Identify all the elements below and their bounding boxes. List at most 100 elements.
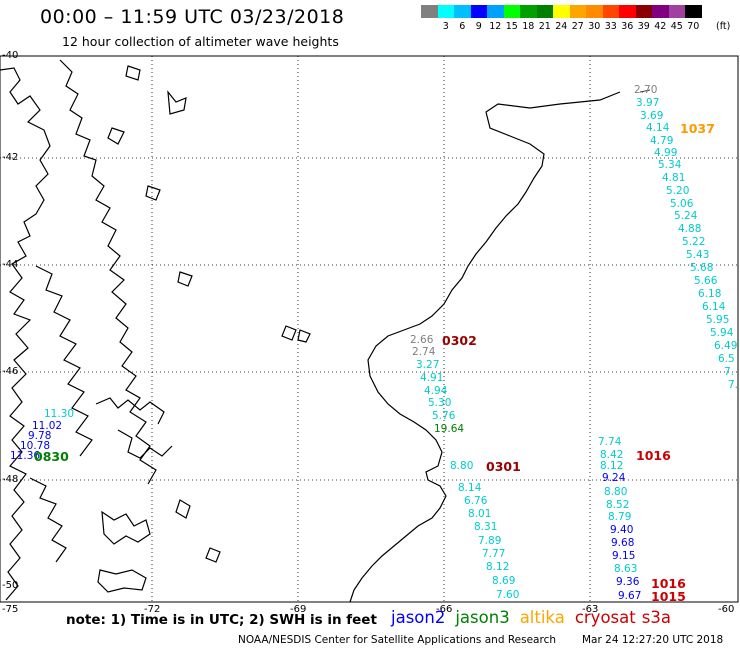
lat-label-42: -42 [2, 152, 19, 163]
argentina-coastline [349, 91, 621, 603]
wave-height-label: 4.14 [646, 122, 670, 134]
wave-height-label: 8.80 [450, 460, 474, 472]
wave-height-label: 11.30 [44, 408, 75, 420]
wave-height-label: 5.66 [694, 275, 718, 287]
wave-height-label: 9.24 [602, 472, 626, 484]
color-scale-label: 12 [489, 21, 502, 32]
wave-height-label: 9.15 [612, 550, 636, 562]
page-subtitle: 12 hour collection of altimeter wave hei… [62, 34, 339, 49]
legend-jason2: jason2 [391, 608, 446, 627]
wave-height-label: 2.66 [410, 334, 434, 346]
wave-height-label: 3.69 [640, 110, 664, 122]
wave-height-label: 8.42 [600, 449, 624, 461]
time-tag: 0302 [442, 333, 477, 348]
legend-s3a: s3a [641, 608, 671, 627]
wave-height-label: 7. [724, 366, 735, 378]
wave-height-label: 5.30 [428, 397, 452, 409]
wave-height-label: 3.97 [636, 97, 660, 109]
lon-label-63: -63 [582, 604, 599, 615]
color-scale-swatch [470, 5, 487, 18]
color-scale-label: 36 [621, 21, 634, 32]
color-scale-swatch [553, 5, 570, 18]
time-tag: 1016 [636, 448, 671, 463]
wave-height-label: 6.18 [698, 288, 722, 300]
legend-jason3: jason3 [455, 608, 510, 627]
color-scale-label: 27 [571, 21, 584, 32]
wave-height-label: 6.5 [718, 353, 735, 365]
color-scale-swatch [421, 5, 438, 18]
wave-height-label: 8.69 [492, 575, 516, 587]
wave-height-label: 4.81 [662, 172, 686, 184]
lon-label-69: -69 [290, 604, 307, 615]
inland-features [639, 89, 651, 93]
wave-height-label: 4.91 [420, 372, 444, 384]
lat-label-40: -40 [2, 50, 19, 61]
lon-label-60: -60 [718, 604, 735, 615]
color-scale-label: 70 [687, 21, 700, 32]
wave-height-label: 5.20 [666, 185, 690, 197]
wave-height-label: 5.95 [706, 314, 730, 326]
lon-label-66: -66 [436, 604, 453, 615]
color-scale-label: 15 [505, 21, 518, 32]
wave-height-label: 9.78 [28, 430, 52, 442]
chile-coastline [0, 59, 311, 601]
wave-height-label: 2.74 [412, 346, 436, 358]
wave-height-label: 8.01 [468, 508, 492, 520]
wave-height-label: 5.94 [710, 327, 734, 339]
wave-height-label: 5.34 [658, 159, 682, 171]
lon-label-72: -72 [144, 604, 161, 615]
color-scale-swatch [586, 5, 603, 18]
legend-cryosat: cryosat [574, 608, 636, 627]
wave-height-label: 9.36 [616, 576, 640, 588]
color-scale-label: 33 [604, 21, 617, 32]
wave-height-label: 9.67 [618, 590, 642, 602]
map-frame [0, 55, 739, 603]
color-scale-label: 9 [475, 21, 482, 32]
wave-height-label: 6.49 [714, 340, 738, 352]
time-tag: 0830 [34, 449, 69, 464]
timestamp: Mar 24 12:27:20 UTC 2018 [582, 634, 724, 646]
color-scale-swatch [437, 5, 454, 18]
lon-label-75: -75 [2, 604, 19, 615]
page-title: 00:00 – 11:59 UTC 03/23/2018 [40, 6, 345, 28]
wave-height-label: 10.78 [20, 440, 51, 452]
time-tag: 1015 [651, 589, 686, 604]
lat-label-48: -48 [2, 474, 19, 485]
wave-height-label: 11.02 [32, 420, 63, 432]
color-scale-swatch [454, 5, 471, 18]
wave-height-label: 8.79 [608, 511, 632, 523]
wave-height-label: 9.68 [611, 537, 635, 549]
wave-height-label: 5.24 [674, 210, 698, 222]
time-tag: 0301 [486, 459, 521, 474]
wave-height-label: 19.64 [434, 423, 465, 435]
color-scale-label: 18 [522, 21, 535, 32]
color-scale-label: 21 [538, 21, 551, 32]
lat-label-44: -44 [2, 259, 19, 270]
wave-height-label: 5.22 [682, 236, 706, 248]
wave-height-label: 7.60 [496, 589, 520, 601]
wave-height-label: 4.79 [650, 135, 674, 147]
wave-height-label: 5.76 [432, 410, 456, 422]
wave-height-label: 8.63 [614, 563, 638, 575]
color-scale-swatch [503, 5, 520, 18]
wave-height-label: 8.52 [606, 499, 630, 511]
color-scale-swatch [652, 5, 669, 18]
wave-height-label: 8.12 [486, 561, 510, 573]
color-scale-label: 42 [654, 21, 667, 32]
color-scale-label: 39 [637, 21, 650, 32]
color-scale-swatch [619, 5, 636, 18]
color-scale-swatch [602, 5, 619, 18]
wave-height-label: 4.94 [424, 385, 448, 397]
wave-height-label: 8.12 [600, 460, 624, 472]
color-scale-swatch [520, 5, 537, 18]
color-scale-label: 30 [588, 21, 601, 32]
color-scale-swatch [569, 5, 586, 18]
color-scale [421, 5, 702, 18]
wave-height-label: 9.40 [610, 524, 634, 536]
color-scale-label: 24 [555, 21, 568, 32]
color-scale-swatch [668, 5, 685, 18]
color-scale-unit: (ft) [716, 21, 731, 32]
wave-height-label: 2.70 [634, 84, 658, 96]
wave-height-label: 7. [728, 379, 739, 391]
